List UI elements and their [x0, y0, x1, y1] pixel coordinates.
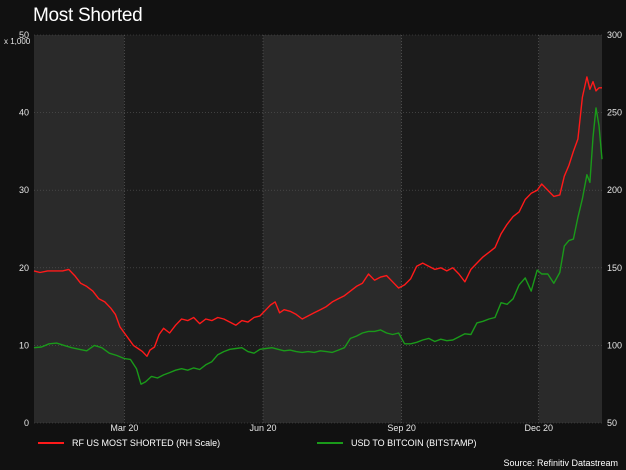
legend-item-most-shorted: RF US MOST SHORTED (RH Scale)	[38, 438, 220, 448]
legend-label-bitcoin: USD TO BITCOIN (BITSTAMP)	[351, 438, 477, 448]
legend-item-bitcoin: USD TO BITCOIN (BITSTAMP)	[317, 438, 477, 448]
plot-band-4	[538, 35, 602, 423]
left-axis-tick-label: 40	[19, 108, 29, 118]
legend-label-most-shorted: RF US MOST SHORTED (RH Scale)	[72, 438, 221, 448]
legend-swatch-most-shorted	[38, 442, 64, 444]
right-axis-tick-label: 200	[607, 185, 622, 195]
x-axis-tick-label: Dec 20	[524, 423, 553, 433]
x-axis-tick-label: Jun 20	[249, 423, 276, 433]
chart-legend: RF US MOST SHORTED (RH Scale) USD TO BIT…	[0, 438, 626, 454]
series-line-bitcoin	[33, 107, 603, 385]
right-axis-tick-label: 100	[607, 340, 622, 350]
right-axis-tick-label: 300	[607, 30, 622, 40]
left-axis-tick-label: 50	[19, 30, 29, 40]
left-axis-tick-label: 0	[24, 418, 29, 428]
series-line-most-shorted	[33, 76, 602, 357]
left-axis-tick-label: 20	[19, 263, 29, 273]
plot-band-3	[401, 35, 539, 423]
left-axis-unit-label: x 1,000	[4, 37, 31, 46]
plot-band-1	[124, 35, 264, 423]
chart-title: Most Shorted	[33, 5, 143, 26]
source-note: Source: Refinitiv Datastream	[503, 458, 618, 468]
x-axis-tick-label: Sep 20	[387, 423, 416, 433]
legend-swatch-bitcoin	[317, 442, 343, 444]
plot-band-0	[34, 35, 125, 423]
plot-band-2	[263, 35, 402, 423]
right-axis-tick-label: 150	[607, 263, 622, 273]
left-axis-tick-label: 10	[19, 340, 29, 350]
right-axis-tick-label: 50	[607, 418, 617, 428]
right-axis-tick-label: 250	[607, 108, 622, 118]
x-axis-tick-label: Mar 20	[110, 423, 138, 433]
left-axis-tick-label: 30	[19, 185, 29, 195]
